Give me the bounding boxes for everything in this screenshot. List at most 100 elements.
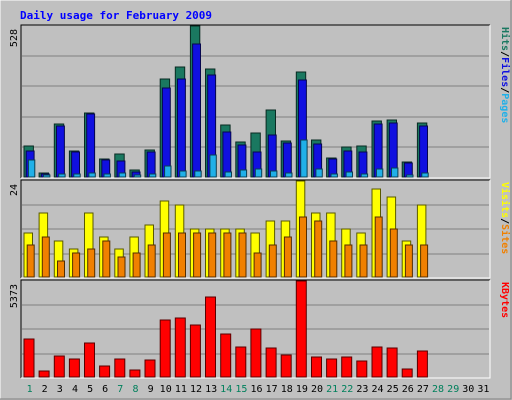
bar-kbytes-day-11 [174,317,186,378]
x-tick-day-22: 22 [341,384,353,395]
bar-sites-day-22 [344,244,353,278]
x-tick-day-10: 10 [160,384,172,395]
bar-sites-day-3 [57,260,65,278]
bar-sites-day-19 [299,216,307,278]
bar-pages-day-23 [360,173,369,178]
bar-pages-day-3 [58,173,66,178]
x-tick-day-29: 29 [447,384,459,395]
x-tick-day-26: 26 [402,384,414,395]
bar-sites-day-1 [26,244,35,278]
axis-legend-2: Visits/Sites [499,182,511,254]
plot-border-top-3 [20,279,490,378]
bar-pages-day-7 [118,172,127,178]
bar-kbytes-day-7 [114,358,126,378]
plot-border-bottom-3 [21,280,491,379]
bar-sites-day-10 [162,232,171,278]
bar-pages-day-2 [43,174,51,178]
bar-kbytes-day-24 [371,346,383,378]
bar-kbytes-day-9 [144,359,156,378]
bar-kbytes-day-27 [416,350,428,378]
x-tick-day-12: 12 [190,384,202,395]
bar-kbytes-day-12 [189,324,201,378]
legend-part: / [499,51,510,57]
bar-sites-day-21 [329,240,338,278]
bar-files-day-4 [71,151,80,178]
bar-kbytes-day-2 [38,370,50,378]
x-tick-day-8: 8 [132,384,138,395]
bar-kbytes-day-13 [205,296,216,378]
x-tick-day-27: 27 [417,384,429,395]
bar-sites-day-14 [223,232,232,278]
x-tick-day-11: 11 [175,384,187,395]
bar-pages-day-6 [103,173,111,178]
bar-kbytes-day-6 [99,365,111,378]
bar-kbytes-day-14 [220,333,232,378]
bar-pages-day-22 [345,171,354,178]
bar-kbytes-day-20 [311,356,322,378]
x-tick-day-20: 20 [311,384,323,395]
x-tick-day-30: 30 [462,384,474,395]
bar-sites-day-27 [420,244,429,278]
bar-pages-day-25 [391,167,399,178]
x-tick-day-3: 3 [57,384,63,395]
bar-pages-day-20 [315,168,323,178]
bar-files-day-3 [56,125,65,178]
plot-border-bottom-1 [21,25,491,179]
bar-sites-day-18 [283,236,292,278]
bar-pages-day-26 [406,174,414,178]
bar-kbytes-day-8 [129,369,141,378]
bar-sites-day-9 [147,244,156,278]
bar-pages-day-4 [73,173,81,178]
x-tick-day-25: 25 [387,384,399,395]
bar-files-day-18 [282,142,292,178]
bar-pages-day-17 [270,170,278,178]
x-tick-day-5: 5 [87,384,93,395]
bar-kbytes-day-5 [84,342,95,378]
ymax-label-1: 528 [9,29,20,47]
bar-sites-day-11 [178,232,186,278]
bar-files-day-14 [222,131,232,178]
bar-kbytes-day-1 [23,338,35,378]
x-tick-day-7: 7 [117,384,123,395]
bar-sites-day-5 [87,248,96,278]
bar-files-day-10 [161,87,171,178]
bar-files-day-5 [86,113,96,178]
x-tick-day-18: 18 [281,384,293,395]
bar-sites-day-26 [404,244,413,278]
bar-sites-day-7 [117,256,126,278]
bar-pages-day-10 [164,165,172,178]
x-tick-day-4: 4 [72,384,78,395]
bar-sites-day-25 [389,228,398,278]
bar-files-day-9 [146,151,156,178]
bar-sites-day-24 [374,216,383,278]
x-tick-day-14: 14 [220,384,232,395]
bar-kbytes-day-15 [235,346,247,378]
bar-pages-day-16 [254,168,263,178]
bar-sites-day-13 [208,232,217,278]
bar-pages-day-11 [179,170,187,178]
legend-part: Sites [499,224,511,254]
x-tick-day-2: 2 [42,384,48,395]
plot-border-bottom-2 [21,180,491,279]
bar-kbytes-day-18 [280,354,292,378]
bar-sites-day-6 [102,240,111,278]
bar-kbytes-day-16 [250,328,262,378]
bar-pages-day-18 [285,172,293,178]
bar-pages-day-1 [27,159,36,178]
legend-part: Files [499,57,511,87]
ymax-label-2: 24 [9,184,20,196]
x-tick-day-21: 21 [326,384,338,395]
x-tick-day-31: 31 [477,384,489,395]
bar-sites-day-17 [268,244,277,278]
x-tick-day-15: 15 [235,384,247,395]
axis-legend-1: Hits/Files/Pages [499,27,511,123]
legend-part: KBytes [499,282,510,318]
x-tick-day-24: 24 [371,384,383,395]
bar-kbytes-day-10 [159,319,171,378]
bar-files-day-11 [177,78,186,178]
bar-pages-day-14 [224,171,233,178]
bar-pages-day-5 [88,172,96,178]
bar-files-day-12 [192,43,202,178]
